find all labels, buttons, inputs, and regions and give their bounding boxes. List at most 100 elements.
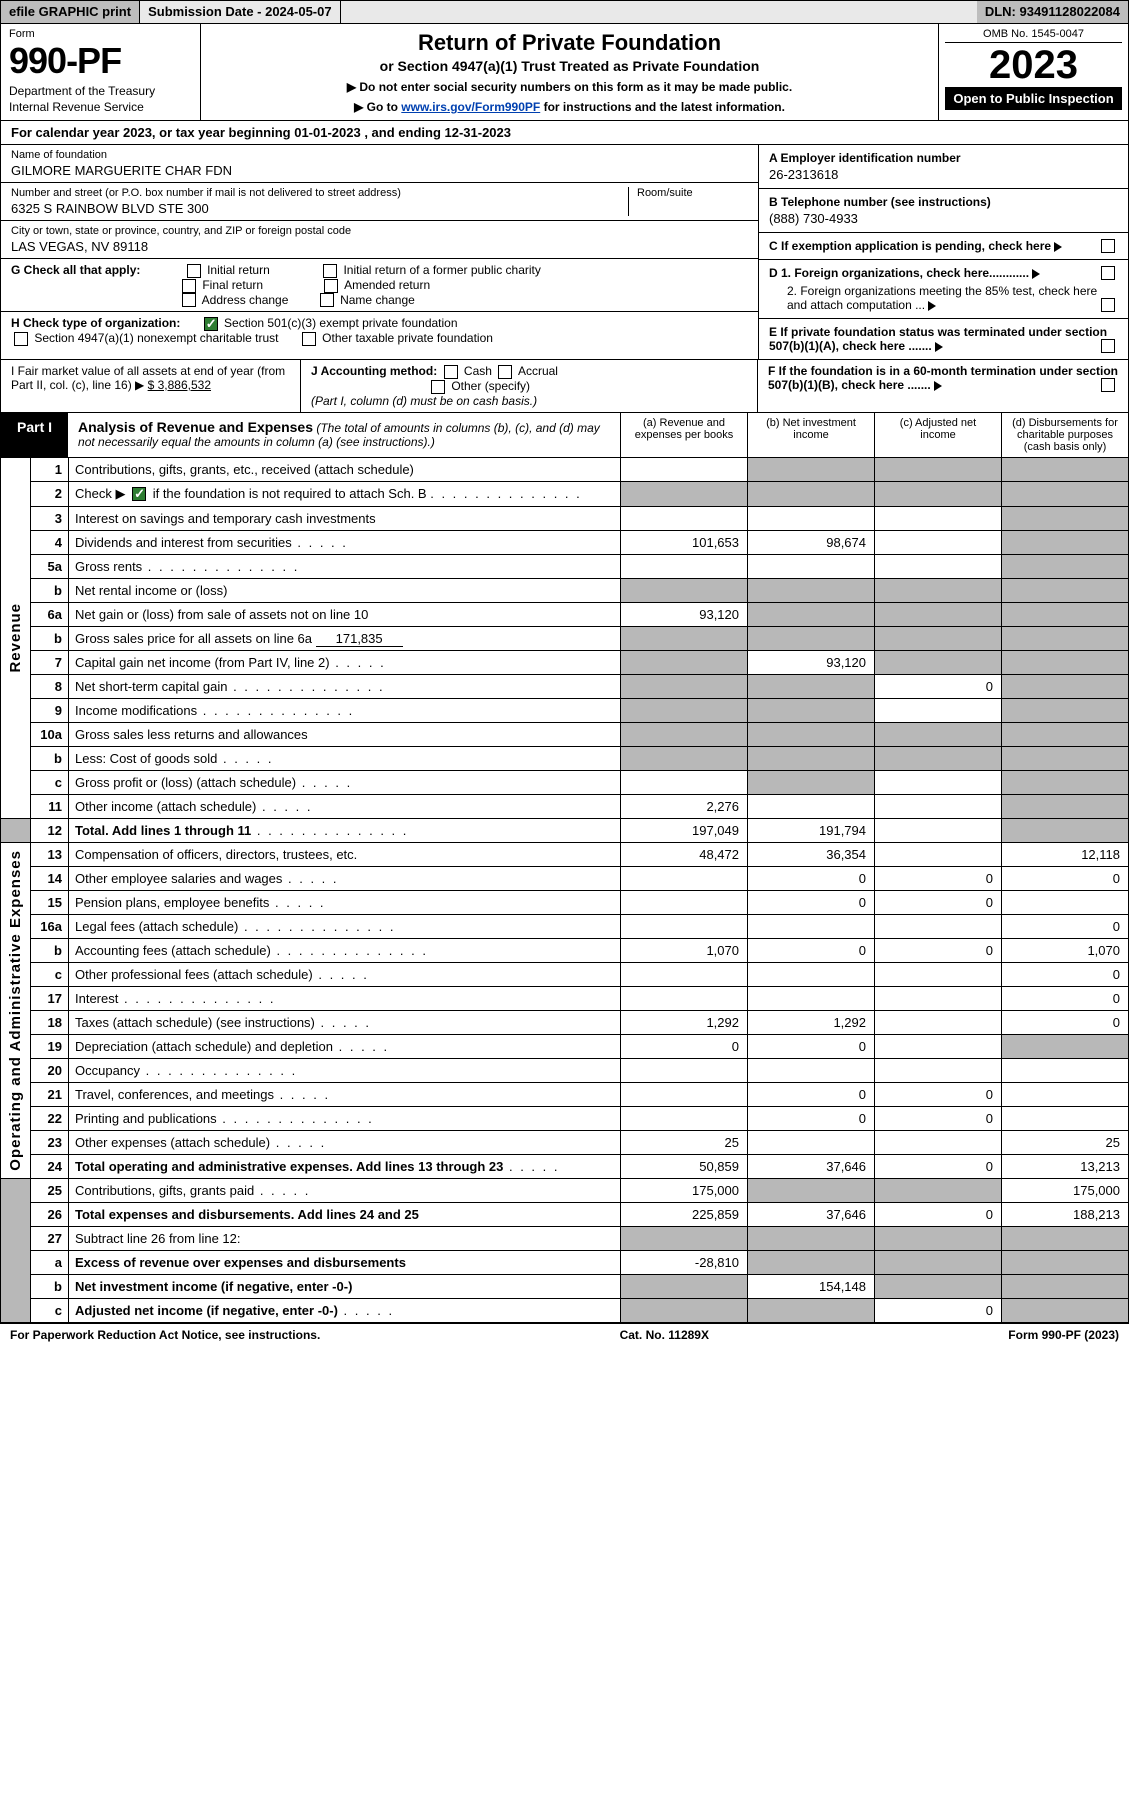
d2-label: 2. Foreign organizations meeting the 85%… bbox=[787, 284, 1097, 312]
city-cell: City or town, state or province, country… bbox=[1, 221, 758, 259]
opt-initial-return: Initial return bbox=[207, 263, 270, 277]
line-num: 17 bbox=[31, 986, 69, 1010]
section-d: D 1. Foreign organizations, check here..… bbox=[759, 260, 1128, 319]
row-19: 19Depreciation (attach schedule) and dep… bbox=[1, 1034, 1129, 1058]
row-12: 12Total. Add lines 1 through 11197,04919… bbox=[1, 818, 1129, 842]
part-1-header: Part I Analysis of Revenue and Expenses … bbox=[0, 413, 1129, 458]
amt-c: 0 bbox=[875, 890, 1002, 914]
phone-cell: B Telephone number (see instructions) (8… bbox=[759, 189, 1128, 233]
row-24: 24Total operating and administrative exp… bbox=[1, 1154, 1129, 1178]
line-num: 25 bbox=[31, 1178, 69, 1202]
row-27a: aExcess of revenue over expenses and dis… bbox=[1, 1250, 1129, 1274]
line-desc: Income modifications bbox=[75, 703, 197, 718]
street-address: 6325 S RAINBOW BLVD STE 300 bbox=[11, 201, 628, 216]
amt-b: 37,646 bbox=[748, 1154, 875, 1178]
line-num: 1 bbox=[31, 458, 69, 482]
row-26: 26Total expenses and disbursements. Add … bbox=[1, 1202, 1129, 1226]
row-5a: 5aGross rents bbox=[1, 554, 1129, 578]
arrow-icon bbox=[934, 381, 942, 391]
info-left: Name of foundation GILMORE MARGUERITE CH… bbox=[1, 145, 758, 359]
line-desc: Contributions, gifts, grants paid bbox=[75, 1183, 254, 1198]
chk-4947a1[interactable] bbox=[14, 332, 28, 346]
g-label: G Check all that apply: bbox=[11, 263, 140, 277]
row-13: Operating and Administrative Expenses 13… bbox=[1, 842, 1129, 866]
dept-treasury: Department of the Treasury bbox=[9, 84, 192, 98]
chk-exemption-pending[interactable] bbox=[1101, 239, 1115, 253]
form-title: Return of Private Foundation bbox=[211, 30, 928, 56]
opt-final-return: Final return bbox=[202, 278, 263, 292]
section-i: I Fair market value of all assets at end… bbox=[1, 360, 301, 412]
row-2: 2 Check ▶ if the foundation is not requi… bbox=[1, 481, 1129, 506]
line-desc: Check ▶ if the foundation is not require… bbox=[69, 481, 621, 506]
arrow-icon bbox=[1032, 269, 1040, 279]
line-num: 9 bbox=[31, 698, 69, 722]
line-desc: Depreciation (attach schedule) and deple… bbox=[75, 1039, 333, 1054]
amt-a: 2,276 bbox=[621, 794, 748, 818]
row-9: 9 Income modifications bbox=[1, 698, 1129, 722]
section-h: H Check type of organization: Section 50… bbox=[1, 312, 758, 350]
amt-c: 0 bbox=[875, 1082, 1002, 1106]
line-num: b bbox=[31, 1274, 69, 1298]
amt-b: 98,674 bbox=[748, 530, 875, 554]
row-7: 7Capital gain net income (from Part IV, … bbox=[1, 650, 1129, 674]
chk-amended[interactable] bbox=[324, 279, 338, 293]
section-e: E If private foundation status was termi… bbox=[759, 319, 1128, 359]
amt-a: 1,292 bbox=[621, 1010, 748, 1034]
amt-d: 175,000 bbox=[1002, 1178, 1129, 1202]
row-27c: cAdjusted net income (if negative, enter… bbox=[1, 1298, 1129, 1322]
line-desc: Dividends and interest from securities bbox=[75, 535, 292, 550]
line-desc: Accounting fees (attach schedule) bbox=[75, 943, 271, 958]
amt-b: 154,148 bbox=[748, 1274, 875, 1298]
col-a-hdr: (a) Revenue and expenses per books bbox=[620, 413, 747, 457]
row-14: 14Other employee salaries and wages000 bbox=[1, 866, 1129, 890]
chk-other-method[interactable] bbox=[431, 380, 445, 394]
addr-label: Number and street (or P.O. box number if… bbox=[11, 187, 628, 199]
opt-other-method: Other (specify) bbox=[451, 379, 530, 393]
line-num: 6a bbox=[31, 602, 69, 626]
chk-final-return[interactable] bbox=[182, 279, 196, 293]
line-desc: Interest bbox=[75, 991, 118, 1006]
chk-sch-b[interactable] bbox=[132, 487, 146, 501]
chk-501c3[interactable] bbox=[204, 317, 218, 331]
part-title-bold: Analysis of Revenue and Expenses bbox=[78, 419, 313, 435]
section-j: J Accounting method: Cash Accrual Other … bbox=[301, 360, 758, 412]
line-desc: Printing and publications bbox=[75, 1111, 217, 1126]
chk-accrual[interactable] bbox=[498, 365, 512, 379]
chk-other-taxable[interactable] bbox=[302, 332, 316, 346]
r2-post: if the foundation is not required to att… bbox=[153, 486, 427, 501]
chk-foreign-org[interactable] bbox=[1101, 266, 1115, 280]
form990pf-link[interactable]: www.irs.gov/Form990PF bbox=[401, 100, 540, 114]
chk-terminated[interactable] bbox=[1101, 339, 1115, 353]
chk-initial-return[interactable] bbox=[187, 264, 201, 278]
line-num: 22 bbox=[31, 1106, 69, 1130]
row-16c: cOther professional fees (attach schedul… bbox=[1, 962, 1129, 986]
chk-cash[interactable] bbox=[444, 365, 458, 379]
line-desc: Other expenses (attach schedule) bbox=[75, 1135, 270, 1150]
line-desc: Interest on savings and temporary cash i… bbox=[69, 506, 621, 530]
chk-foreign-85[interactable] bbox=[1101, 298, 1115, 312]
line-desc: Gross sales less returns and allowances bbox=[69, 722, 621, 746]
tax-year: 2023 bbox=[945, 45, 1122, 85]
d1-label: D 1. Foreign organizations, check here..… bbox=[769, 266, 1029, 280]
chk-address-change[interactable] bbox=[182, 293, 196, 307]
chk-60month[interactable] bbox=[1101, 378, 1115, 392]
row-16b: bAccounting fees (attach schedule)1,0700… bbox=[1, 938, 1129, 962]
chk-name-change[interactable] bbox=[320, 293, 334, 307]
omb-number: OMB No. 1545-0047 bbox=[945, 26, 1122, 43]
line-num: a bbox=[31, 1250, 69, 1274]
opt-amended: Amended return bbox=[344, 278, 430, 292]
header-left: Form 990-PF Department of the Treasury I… bbox=[1, 24, 201, 120]
row-10a: 10aGross sales less returns and allowanc… bbox=[1, 722, 1129, 746]
line-desc: Gross profit or (loss) (attach schedule) bbox=[75, 775, 296, 790]
line-num: 5a bbox=[31, 554, 69, 578]
chk-initial-former[interactable] bbox=[323, 264, 337, 278]
amt-b: 0 bbox=[748, 1082, 875, 1106]
r6b-inline: 171,835 bbox=[316, 631, 403, 647]
efile-graphic-print[interactable]: efile GRAPHIC print bbox=[1, 1, 140, 23]
expenses-label: Operating and Administrative Expenses bbox=[7, 850, 24, 1171]
amt-a: 225,859 bbox=[621, 1202, 748, 1226]
amt-d: 188,213 bbox=[1002, 1202, 1129, 1226]
ein-value: 26-2313618 bbox=[769, 167, 1118, 182]
amt-c: 0 bbox=[875, 1154, 1002, 1178]
header-mid: Return of Private Foundation or Section … bbox=[201, 24, 938, 120]
